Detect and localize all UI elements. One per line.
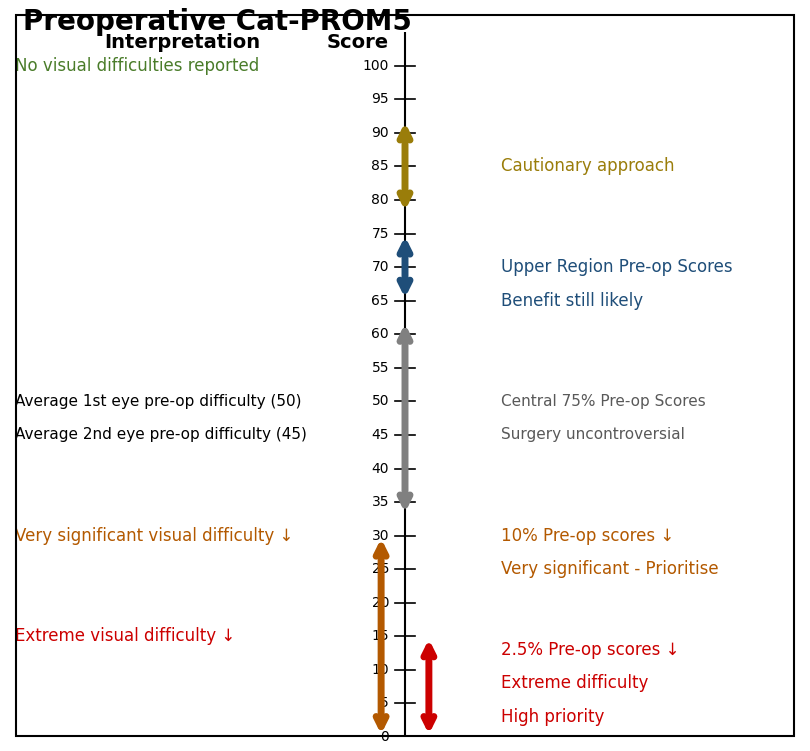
Text: Extreme visual difficulty ↓: Extreme visual difficulty ↓ [15,627,235,645]
Text: Average 2nd eye pre-op difficulty (45): Average 2nd eye pre-op difficulty (45) [15,427,307,442]
Text: 20: 20 [372,596,389,610]
Text: 10: 10 [372,663,389,677]
Text: 80: 80 [372,193,389,207]
Text: Cautionary approach: Cautionary approach [501,158,674,176]
Text: Upper Region Pre-op Scores: Upper Region Pre-op Scores [501,258,732,276]
Text: 65: 65 [372,294,389,308]
Text: Interpretation: Interpretation [104,33,260,53]
Text: Very significant visual difficulty ↓: Very significant visual difficulty ↓ [15,526,293,544]
Text: 55: 55 [372,360,389,375]
Text: Average 1st eye pre-op difficulty (50): Average 1st eye pre-op difficulty (50) [15,394,301,409]
Text: 25: 25 [372,562,389,576]
Text: Benefit still likely: Benefit still likely [501,291,642,309]
Text: 75: 75 [372,227,389,240]
Text: No visual difficulties reported: No visual difficulties reported [15,57,259,75]
Text: 100: 100 [363,59,389,73]
Text: 95: 95 [372,92,389,107]
Text: 90: 90 [372,126,389,140]
Text: 5: 5 [381,696,389,710]
Text: 40: 40 [372,462,389,475]
Text: Very significant - Prioritise: Very significant - Prioritise [501,560,718,578]
Text: 15: 15 [372,629,389,644]
Text: 85: 85 [372,159,389,173]
Text: 35: 35 [372,495,389,509]
Text: 45: 45 [372,428,389,442]
Text: Extreme difficulty: Extreme difficulty [501,674,648,692]
Text: 60: 60 [372,327,389,341]
Text: Central 75% Pre-op Scores: Central 75% Pre-op Scores [501,394,706,409]
Text: 70: 70 [372,260,389,274]
Text: 30: 30 [372,529,389,543]
Text: Preoperative Cat-PROM5: Preoperative Cat-PROM5 [23,8,411,35]
Text: 2.5% Pre-op scores ↓: 2.5% Pre-op scores ↓ [501,641,679,659]
Text: 10% Pre-op scores ↓: 10% Pre-op scores ↓ [501,526,674,544]
Text: Surgery uncontroversial: Surgery uncontroversial [501,427,684,442]
Text: 0: 0 [381,730,389,744]
Text: 50: 50 [372,394,389,409]
Text: Score: Score [327,33,389,53]
Text: High priority: High priority [501,708,604,726]
